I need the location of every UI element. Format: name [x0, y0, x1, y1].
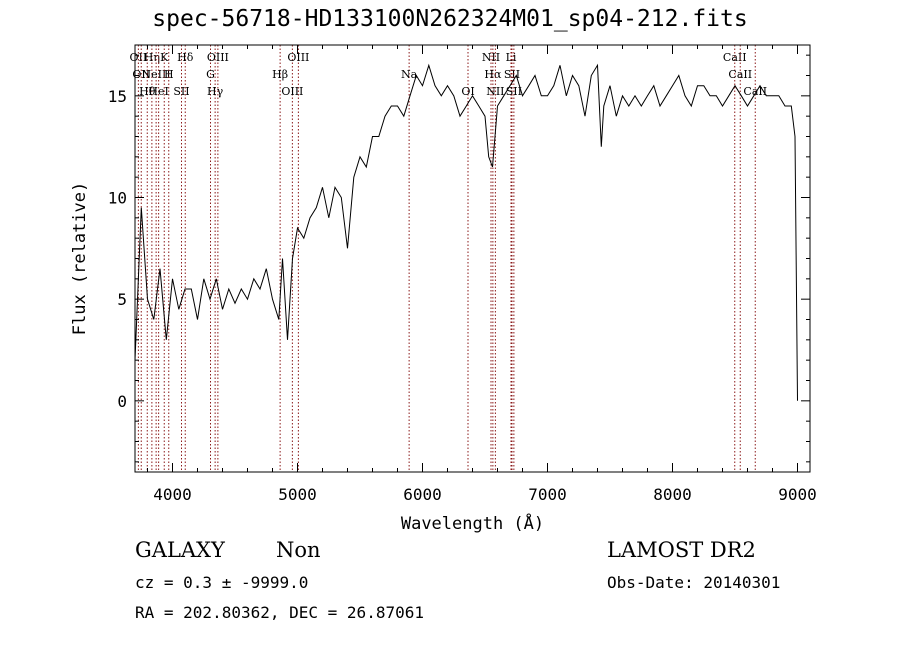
chart-title: spec-56718-HD133100N262324M01_sp04-212.f… [152, 6, 748, 32]
line-label: Hδ [177, 51, 194, 64]
x-tick-label: 6000 [403, 485, 442, 504]
line-label: Na [401, 68, 418, 81]
line-label: Hη [144, 51, 160, 64]
line-label: Hβ [272, 68, 288, 81]
line-label: CaII [728, 68, 752, 81]
line-label: NII [482, 51, 500, 64]
survey-name: LAMOST DR2 [607, 538, 756, 562]
obs-date: Obs-Date: 20140301 [607, 573, 781, 592]
y-axis-title: Flux (relative) [70, 182, 90, 336]
x-tick-label: 8000 [653, 485, 692, 504]
redshift-cz: cz = 0.3 ± -9999.0 [135, 573, 309, 592]
line-label: K [160, 51, 169, 64]
line-label: G [206, 68, 215, 81]
line-label: SII [504, 68, 520, 81]
line-label: Hγ [207, 85, 224, 98]
object-subclass: Non [276, 538, 321, 562]
object-class: GALAXY [135, 538, 225, 562]
line-label: SII [506, 85, 522, 98]
plot-frame [134, 44, 811, 473]
line-label: OIII [281, 85, 303, 98]
line-label: NeIII [142, 68, 171, 81]
line-label: Li [506, 51, 517, 64]
line-label: Hα [484, 68, 502, 81]
x-tick-label: 5000 [278, 485, 317, 504]
y-tick-label: 0 [117, 392, 127, 411]
y-tick-label: 10 [108, 189, 127, 208]
line-label: OIII [287, 51, 309, 64]
line-label: HeI [148, 85, 168, 98]
line-label: CaII [723, 51, 747, 64]
line-label: OI [461, 85, 474, 98]
line-label: OII [130, 51, 148, 64]
y-tick-label: 15 [108, 87, 127, 106]
coordinates: RA = 202.80362, DEC = 26.87061 [135, 603, 424, 622]
spectrum-line [134, 63, 798, 401]
line-label: H [164, 68, 174, 81]
y-tick-label: 5 [117, 290, 127, 309]
line-label: OII [132, 68, 150, 81]
x-axis-title: Wavelength (Å) [401, 512, 544, 534]
x-tick-label: 9000 [778, 485, 817, 504]
x-tick-label: 4000 [153, 485, 192, 504]
line-label: SII [173, 85, 189, 98]
x-tick-label: 7000 [528, 485, 567, 504]
line-label: OIII [207, 51, 229, 64]
line-label: NII [486, 85, 504, 98]
